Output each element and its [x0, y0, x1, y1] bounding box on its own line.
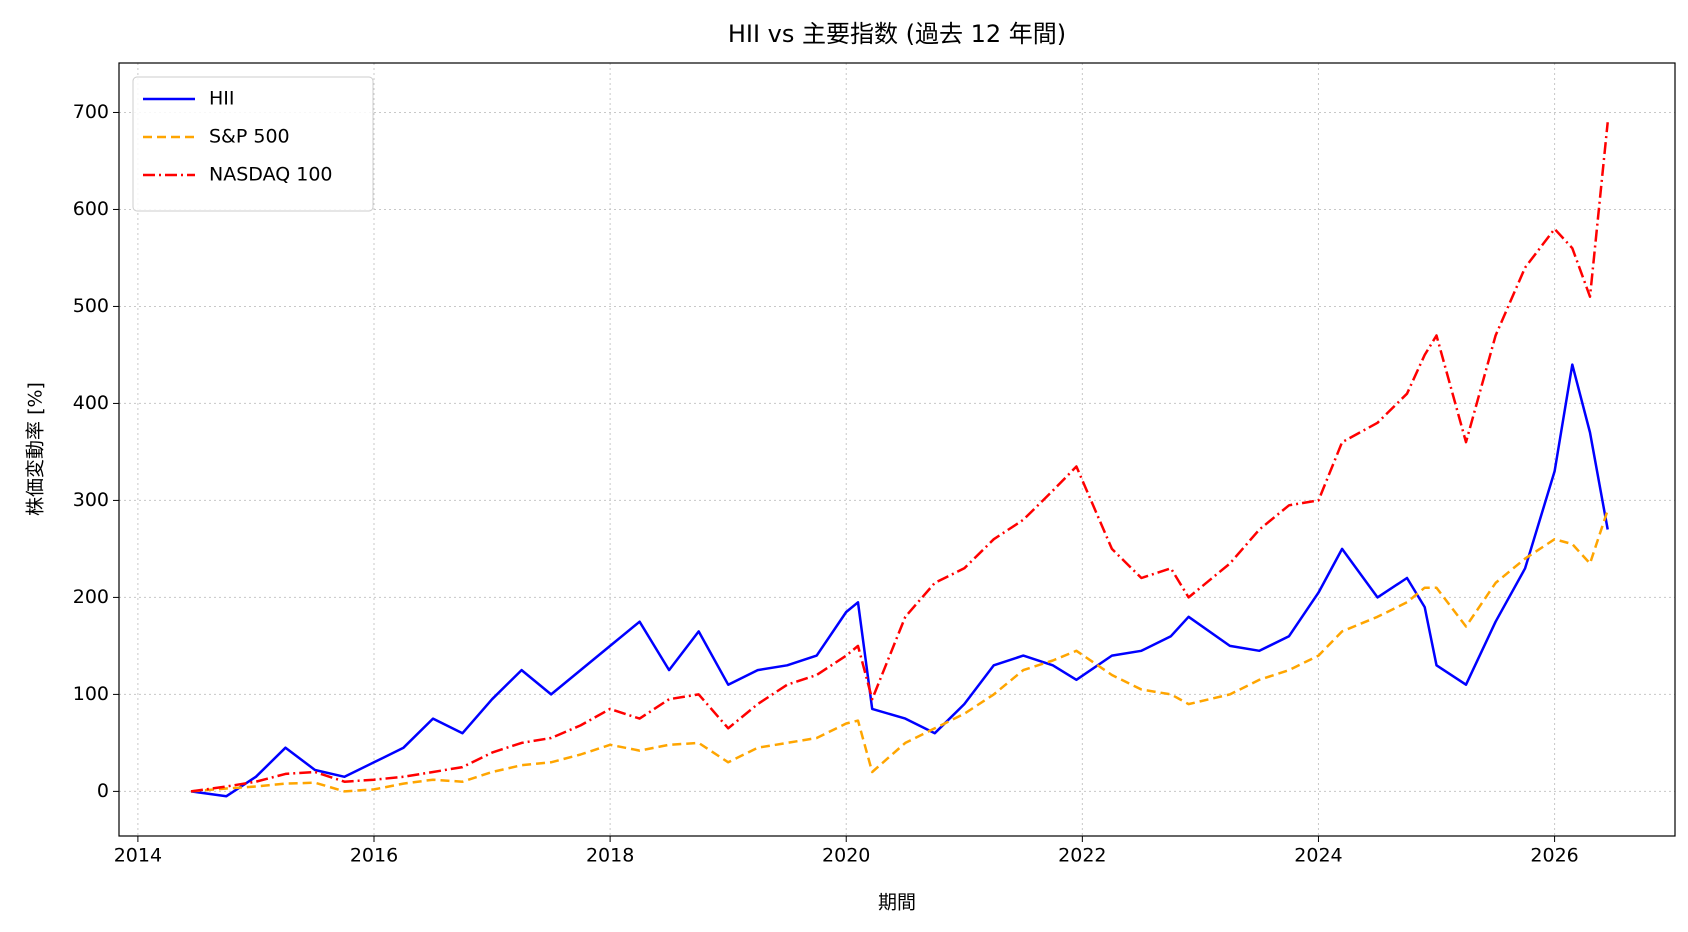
x-tick-label: 2026	[1530, 845, 1578, 867]
x-tick-label: 2022	[1058, 845, 1106, 867]
y-tick-label: 700	[73, 101, 109, 123]
y-tick-label: 100	[73, 683, 109, 705]
legend: HII S&P 500 NASDAQ 100	[132, 76, 374, 212]
x-tick-label: 2020	[822, 845, 870, 867]
y-tick-label: 0	[97, 780, 109, 802]
y-tick-label: 500	[73, 295, 109, 317]
x-tick-label: 2016	[350, 845, 398, 867]
plot-frame	[118, 62, 1676, 837]
y-tick-label: 200	[73, 586, 109, 608]
legend-label: HII	[209, 88, 235, 110]
series-line	[190, 509, 1609, 793]
y-tick-label: 300	[73, 489, 109, 511]
legend-box	[132, 76, 374, 212]
x-tick-label: 2018	[586, 845, 634, 867]
legend-label: S&P 500	[209, 126, 290, 148]
x-axis-label: 期間	[878, 892, 916, 914]
series-line	[190, 122, 1609, 793]
y-axis-label: 株価変動率 [%]	[25, 382, 47, 516]
y-tick-label: 600	[73, 198, 109, 220]
series-line	[190, 363, 1609, 798]
y-tick-label: 400	[73, 392, 109, 414]
chart-title: HII vs 主要指数 (過去 12 年間)	[728, 20, 1066, 48]
x-tick-label: 2014	[114, 845, 162, 867]
legend-label: NASDAQ 100	[209, 164, 333, 186]
x-tick-label: 2024	[1294, 845, 1342, 867]
